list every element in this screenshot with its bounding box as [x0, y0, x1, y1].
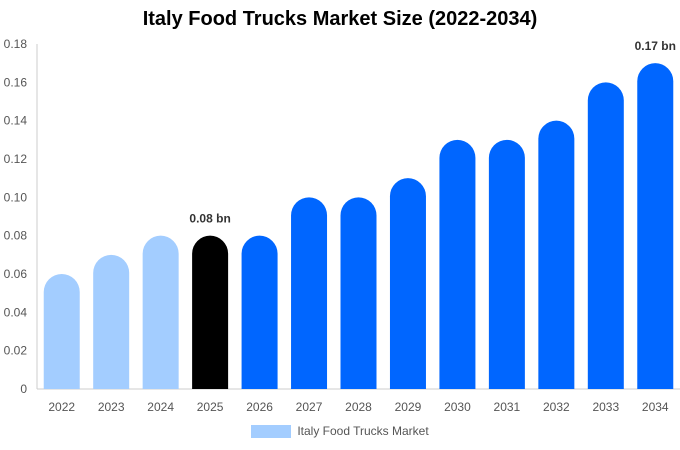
y-tick-label: 0: [20, 382, 27, 396]
y-tick-label: 0.08: [4, 229, 28, 243]
x-tick-label-2023: 2023: [98, 400, 125, 414]
x-tick-label-2034: 2034: [642, 400, 669, 414]
data-label-2034: 0.17 bn: [635, 39, 676, 53]
y-tick-label: 0.10: [4, 190, 28, 204]
y-tick-label: 0.16: [4, 75, 28, 89]
y-tick-label: 0.14: [4, 114, 28, 128]
bar-2028: [340, 197, 377, 389]
x-tick-label-2031: 2031: [494, 400, 521, 414]
chart-title: Italy Food Trucks Market Size (2022-2034…: [142, 8, 538, 30]
bar-2022: [43, 274, 80, 389]
bar-2031: [488, 139, 525, 389]
x-tick-label-2029: 2029: [395, 400, 422, 414]
bar-2026: [241, 235, 278, 389]
x-tick-label-2032: 2032: [543, 400, 570, 414]
x-tick-label-2030: 2030: [444, 400, 471, 414]
x-tick-label-2028: 2028: [345, 400, 372, 414]
legend-label: Italy Food Trucks Market: [297, 424, 429, 438]
bar-2034: [637, 63, 674, 390]
y-tick-label: 0.12: [4, 152, 28, 166]
bar-2027: [291, 197, 328, 389]
bar-2023: [93, 254, 130, 389]
bar-2024: [142, 235, 179, 389]
legend: Italy Food Trucks Market: [0, 424, 680, 438]
bar-2025: [192, 235, 229, 389]
data-label-2025: 0.08 bn: [189, 212, 230, 226]
bar-2030: [439, 139, 476, 389]
bar-2032: [538, 120, 575, 389]
x-tick-label-2024: 2024: [147, 400, 174, 414]
x-tick-label-2027: 2027: [296, 400, 323, 414]
x-tick-label-2026: 2026: [246, 400, 273, 414]
y-tick-label: 0.06: [4, 267, 28, 281]
y-tick-label: 0.02: [4, 344, 28, 358]
bar-2029: [389, 178, 426, 389]
x-tick-label-2025: 2025: [197, 400, 224, 414]
x-tick-label-2022: 2022: [48, 400, 75, 414]
x-tick-label-2033: 2033: [592, 400, 619, 414]
y-tick-label: 0.18: [4, 37, 28, 51]
legend-swatch: [251, 424, 292, 438]
bar-2033: [587, 82, 624, 389]
y-tick-label: 0.04: [4, 305, 28, 319]
